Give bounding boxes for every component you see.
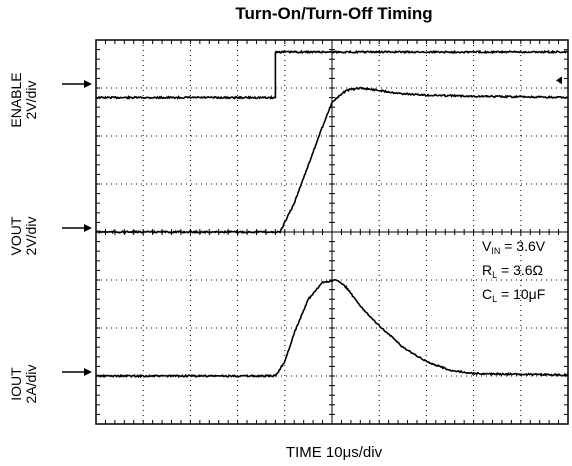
iout-marker-arrow [84, 368, 92, 376]
enable-trace [95, 49, 569, 100]
annotation-rl-value: = 3.6Ω [497, 262, 544, 278]
annotation-vin-sym: V [482, 238, 492, 254]
enable-marker-arrow [84, 80, 92, 88]
trigger-level-marker [556, 76, 562, 85]
annotation-vin-value: = 3.6V [500, 238, 546, 254]
annotation-rl-sym: R [482, 262, 493, 278]
annotation-cl-sub: L [492, 294, 498, 304]
chart-title: Turn-On/Turn-Off Timing [235, 4, 433, 23]
iout-trace [95, 279, 569, 379]
annotation-cl-value: = 10μF [497, 286, 546, 302]
annotation-rl: RL = 3.6Ω [482, 262, 543, 280]
annotation-cl-sym: C [482, 286, 493, 302]
annotation-cl: CL = 10μF [482, 286, 545, 304]
annotation-rl-sub: L [492, 270, 498, 280]
annotation-vin: VIN = 3.6V [482, 238, 545, 256]
vout-trace [95, 86, 569, 235]
vout-marker-arrow [84, 224, 92, 232]
annotation-vin-sub: IN [491, 246, 501, 256]
x-axis-label: TIME 10μs/div [285, 444, 383, 461]
